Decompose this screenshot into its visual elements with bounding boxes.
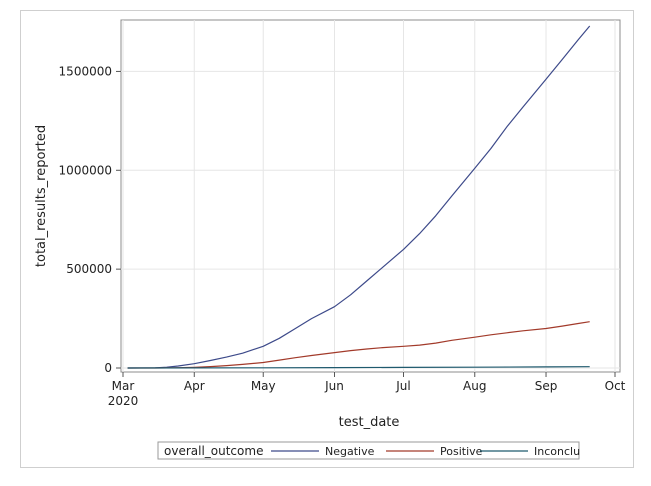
x-tick-label: Aug (463, 379, 486, 393)
x-tick-label: Jul (395, 379, 410, 393)
series-line-negative (127, 25, 591, 369)
legend-label-positive: Positive (440, 445, 483, 458)
series-line-inconclu (127, 366, 590, 369)
x-tick-label: Mar (112, 379, 135, 393)
series-line-positive (127, 321, 590, 369)
y-tick-label: 0 (104, 361, 112, 375)
y-tick-label: 500000 (66, 262, 112, 276)
legend-label-negative: Negative (325, 445, 375, 458)
y-tick-label: 1000000 (59, 163, 112, 177)
x-tick-label: Jun (324, 379, 344, 393)
legend-title: overall_outcome (164, 444, 263, 458)
x-tick-label: Oct (605, 379, 626, 393)
legend-label-inconclu: Inconclu (534, 445, 580, 458)
y-axis-label: total_results_reported (34, 125, 49, 267)
legend: overall_outcome Negative Positive Inconclu (157, 441, 580, 460)
x-tick-label: Sep (535, 379, 558, 393)
legend-entries: Negative Positive Inconclu (271, 445, 580, 458)
y-tick-label: 1500000 (59, 64, 112, 78)
x-axis-label: test_date (339, 415, 400, 430)
x-tick-label: May (251, 379, 276, 393)
x-tick-label: Apr (184, 379, 205, 393)
legend-box (157, 441, 580, 460)
x-tick-year-label: 2020 (108, 394, 139, 408)
plot-area (120, 19, 621, 373)
series-lines (127, 25, 591, 369)
